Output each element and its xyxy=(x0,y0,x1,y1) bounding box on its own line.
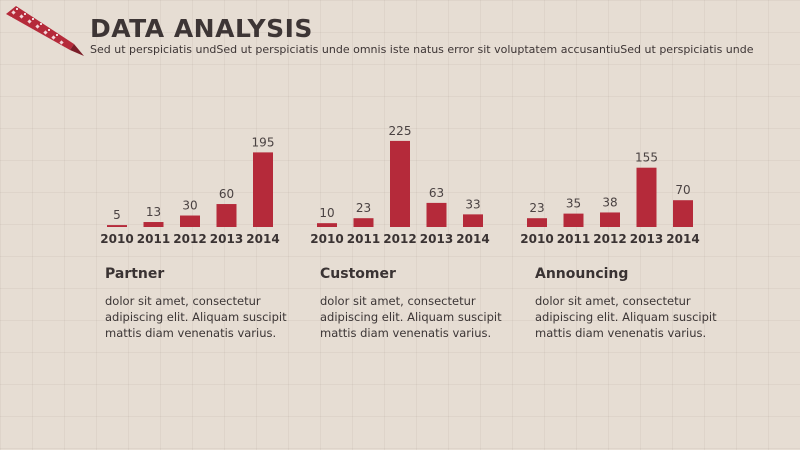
bar-2012 xyxy=(390,140,410,227)
value-label: 10 xyxy=(319,206,334,220)
x-tick-label: 2012 xyxy=(173,232,206,246)
bar-2014 xyxy=(253,152,273,227)
bar-2012 xyxy=(600,212,620,227)
value-label: 63 xyxy=(429,186,444,200)
x-tick-label: 2013 xyxy=(420,232,453,246)
bar-chart-partner: 5 2010 13 2011 30 2012 60 2013 195 2014 xyxy=(100,135,279,246)
value-label: 38 xyxy=(602,195,617,209)
x-tick-label: 2014 xyxy=(666,232,699,246)
section-body-announcing: dolor sit amet, consectetur adipiscing e… xyxy=(535,294,717,340)
bar-2013 xyxy=(216,204,237,227)
bar-2011 xyxy=(353,218,374,227)
pencil-logo-icon xyxy=(6,6,84,56)
bar-2014 xyxy=(463,214,483,227)
value-label: 70 xyxy=(675,183,690,197)
value-label: 195 xyxy=(252,135,275,149)
bar-2010 xyxy=(107,225,127,227)
x-tick-label: 2011 xyxy=(347,232,380,246)
bar-2011 xyxy=(143,222,164,227)
section-title-customer: Customer xyxy=(320,266,396,282)
bar-2014 xyxy=(673,200,693,227)
page-title: DATA ANALYSIS xyxy=(90,14,313,43)
value-label: 225 xyxy=(389,124,412,138)
value-label: 155 xyxy=(635,151,658,165)
value-label: 23 xyxy=(529,201,544,215)
section-title-announcing: Announcing xyxy=(535,266,629,282)
x-tick-label: 2013 xyxy=(630,232,663,246)
bar-2012 xyxy=(180,215,200,227)
bar-2013 xyxy=(636,167,657,227)
page-subtitle: Sed ut perspiciatis undSed ut perspiciat… xyxy=(90,43,754,56)
section-body-customer: dolor sit amet, consectetur adipiscing e… xyxy=(320,294,502,340)
x-tick-label: 2010 xyxy=(520,232,553,246)
section-title-partner: Partner xyxy=(105,266,165,282)
x-tick-label: 2012 xyxy=(593,232,626,246)
x-tick-label: 2011 xyxy=(137,232,170,246)
bar-2011 xyxy=(563,213,584,227)
value-label: 33 xyxy=(465,197,480,211)
value-label: 30 xyxy=(182,199,197,213)
section-body-partner: dolor sit amet, consectetur adipiscing e… xyxy=(105,294,287,340)
x-tick-label: 2012 xyxy=(383,232,416,246)
x-tick-label: 2010 xyxy=(100,232,133,246)
x-tick-label: 2013 xyxy=(210,232,243,246)
bar-2010 xyxy=(317,223,337,227)
bar-chart-customer: 10 2010 23 2011 225 2012 63 2013 33 2014 xyxy=(310,124,489,246)
x-tick-label: 2010 xyxy=(310,232,343,246)
value-label: 23 xyxy=(356,201,371,215)
bar-2010 xyxy=(527,218,547,227)
x-tick-label: 2014 xyxy=(456,232,489,246)
value-label: 13 xyxy=(146,205,161,219)
x-tick-label: 2011 xyxy=(557,232,590,246)
value-label: 35 xyxy=(566,197,581,211)
value-label: 5 xyxy=(113,208,121,222)
value-label: 60 xyxy=(219,187,234,201)
bar-2013 xyxy=(426,202,447,227)
bar-chart-announcing: 23 2010 35 2011 38 2012 155 2013 70 2014 xyxy=(520,151,699,246)
x-tick-label: 2014 xyxy=(246,232,279,246)
